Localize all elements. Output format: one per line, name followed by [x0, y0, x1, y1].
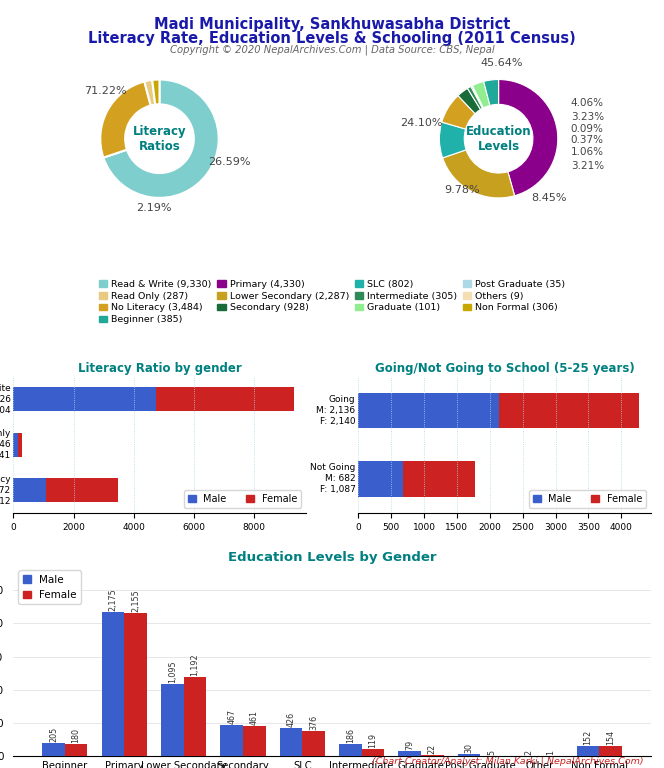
Bar	[161, 684, 183, 756]
Wedge shape	[440, 122, 466, 158]
Text: 2,155: 2,155	[131, 589, 140, 612]
Text: 467: 467	[227, 709, 236, 724]
Title: Going/Not Going to School (5-25 years): Going/Not Going to School (5-25 years)	[374, 362, 634, 376]
Bar	[243, 726, 266, 756]
Text: 5: 5	[487, 750, 496, 755]
Wedge shape	[443, 150, 515, 198]
Wedge shape	[442, 96, 475, 129]
Bar	[102, 611, 124, 756]
Wedge shape	[100, 81, 151, 157]
Text: (Chart Creator/Analyst: Milan Karki | NepalArchives.Com): (Chart Creator/Analyst: Milan Karki | Ne…	[373, 757, 644, 766]
Text: Literacy Rate, Education Levels & Schooling (2011 Census): Literacy Rate, Education Levels & School…	[88, 31, 576, 46]
Text: 1,192: 1,192	[191, 654, 199, 676]
Text: 71.22%: 71.22%	[84, 86, 126, 96]
Text: 30: 30	[465, 743, 473, 753]
Wedge shape	[483, 80, 499, 105]
Wedge shape	[144, 80, 155, 105]
Text: 119: 119	[369, 733, 377, 747]
Text: 24.10%: 24.10%	[400, 118, 442, 127]
Text: 2: 2	[524, 750, 533, 756]
Wedge shape	[499, 80, 558, 196]
Text: 376: 376	[309, 715, 318, 730]
Wedge shape	[152, 80, 159, 104]
Text: 205: 205	[49, 727, 58, 742]
Bar	[280, 728, 302, 756]
Text: 8.45%: 8.45%	[531, 193, 566, 203]
Text: 1,095: 1,095	[168, 660, 177, 683]
Bar	[339, 744, 362, 756]
Wedge shape	[458, 88, 481, 114]
Text: 9.78%: 9.78%	[444, 185, 479, 195]
Bar	[65, 744, 88, 756]
Text: 2.19%: 2.19%	[136, 203, 171, 213]
Bar	[13, 433, 18, 456]
Bar	[421, 755, 444, 756]
Legend: Male, Female: Male, Female	[184, 490, 301, 508]
Text: 3.21%: 3.21%	[571, 161, 604, 171]
Title: Literacy Ratio by gender: Literacy Ratio by gender	[78, 362, 241, 376]
Legend: Male, Female: Male, Female	[529, 490, 646, 508]
Bar	[403, 461, 475, 497]
Text: 3.23%: 3.23%	[571, 112, 604, 122]
Wedge shape	[471, 86, 483, 108]
Text: 2,175: 2,175	[108, 588, 118, 611]
Bar	[398, 751, 421, 756]
Bar	[362, 749, 384, 756]
Legend: Read & Write (9,330), Read Only (287), No Literacy (3,484), Beginner (385), Prim: Read & Write (9,330), Read Only (287), N…	[99, 280, 565, 324]
Bar	[124, 613, 147, 756]
Bar	[359, 461, 403, 497]
Text: 0.09%: 0.09%	[571, 124, 604, 134]
Text: 79: 79	[405, 740, 414, 750]
Bar	[302, 731, 325, 756]
Bar	[359, 392, 499, 429]
Text: 426: 426	[287, 712, 295, 727]
Bar	[599, 746, 622, 756]
Text: 4.06%: 4.06%	[571, 98, 604, 108]
Text: 152: 152	[584, 730, 592, 746]
Text: 461: 461	[250, 710, 259, 725]
Text: Copyright © 2020 NepalArchives.Com | Data Source: CBS, Nepal: Copyright © 2020 NepalArchives.Com | Dat…	[170, 45, 494, 55]
Wedge shape	[472, 85, 483, 108]
Title: Education Levels by Gender: Education Levels by Gender	[228, 551, 436, 564]
Text: 45.64%: 45.64%	[480, 58, 523, 68]
Bar	[18, 433, 22, 456]
Bar	[42, 743, 65, 756]
Text: Literacy
Ratios: Literacy Ratios	[133, 124, 187, 153]
Bar	[458, 754, 481, 756]
Text: 0.37%: 0.37%	[571, 135, 604, 145]
Bar	[220, 725, 243, 756]
Bar	[499, 392, 639, 429]
Text: 22: 22	[428, 743, 437, 754]
Legend: Male, Female: Male, Female	[19, 571, 81, 604]
Bar	[155, 387, 294, 411]
Text: 26.59%: 26.59%	[208, 157, 250, 167]
Wedge shape	[472, 81, 490, 108]
Bar	[183, 677, 206, 756]
Wedge shape	[467, 87, 483, 110]
Bar	[46, 478, 118, 502]
Text: Madi Municipality, Sankhuwasabha District: Madi Municipality, Sankhuwasabha Distric…	[154, 17, 510, 32]
Text: 186: 186	[346, 728, 355, 743]
Bar	[13, 387, 155, 411]
Bar	[13, 478, 46, 502]
Bar	[576, 746, 599, 756]
Text: Education
Levels: Education Levels	[465, 124, 531, 153]
Wedge shape	[104, 80, 218, 198]
Text: 1.06%: 1.06%	[571, 147, 604, 157]
Text: 154: 154	[606, 730, 615, 745]
Text: 180: 180	[72, 729, 80, 743]
Text: 1: 1	[546, 750, 556, 756]
